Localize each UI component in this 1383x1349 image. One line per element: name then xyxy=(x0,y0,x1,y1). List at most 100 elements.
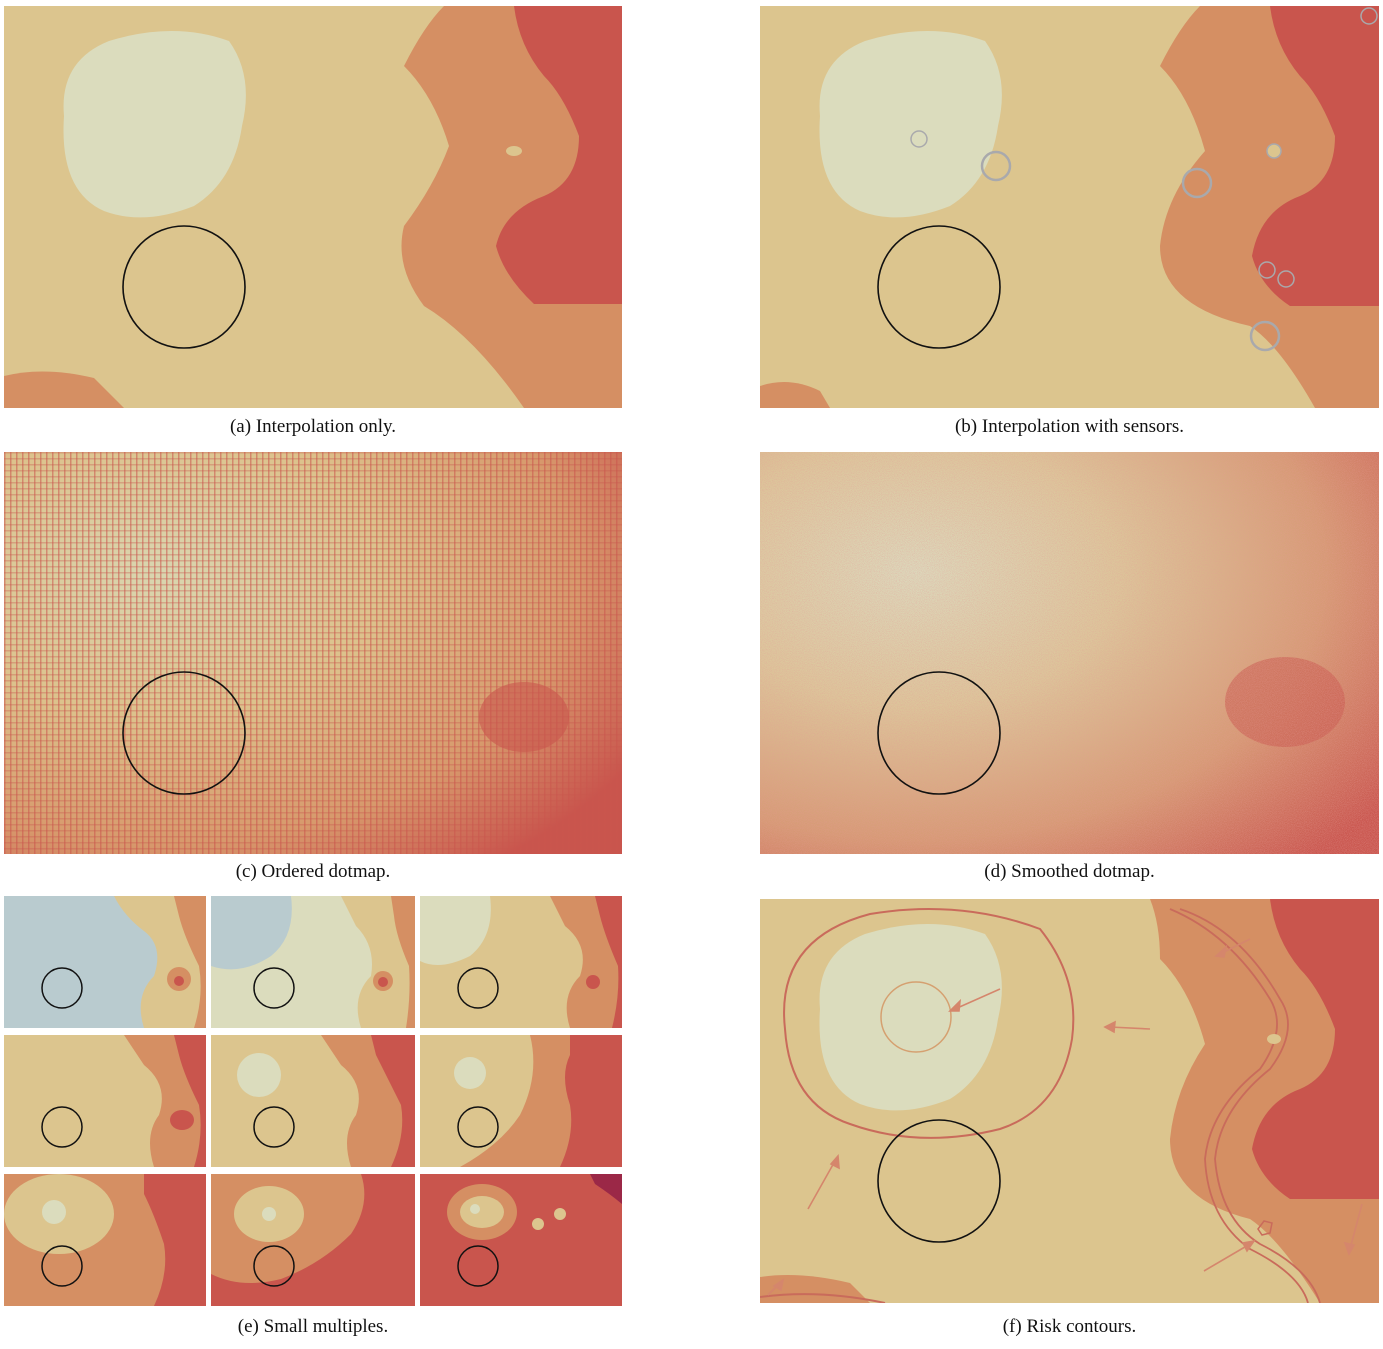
arrow xyxy=(1203,1243,1251,1272)
arrow-head xyxy=(1241,1239,1256,1253)
risk-contour-map xyxy=(760,899,1379,1303)
caption-e-label: (e) xyxy=(237,1316,259,1337)
caption-b-text: Interpolation with sensors. xyxy=(981,416,1184,437)
panel-d-smoothed-dotmap xyxy=(760,452,1379,854)
caption-d-text: Smoothed dotmap. xyxy=(1011,861,1155,882)
caption-e: (e) Small multiples. xyxy=(4,1316,622,1338)
risk-band-high xyxy=(1252,899,1379,1199)
panel-f-risk-contours xyxy=(760,899,1379,1303)
risk-contour-outer xyxy=(783,908,1075,1139)
ordered-dotmap xyxy=(4,452,622,854)
query-ring xyxy=(253,1106,295,1148)
risk-band-mid-bottom-left xyxy=(760,382,830,408)
risk-spot xyxy=(506,146,522,156)
query-ring xyxy=(41,1245,83,1287)
risk-contour-small xyxy=(1257,1220,1273,1236)
mini-map xyxy=(420,896,622,1028)
small-multiple-1 xyxy=(4,896,206,1028)
small-multiple-9 xyxy=(420,1174,622,1306)
small-multiple-4 xyxy=(4,1035,206,1167)
caption-b-label: (b) xyxy=(954,416,978,437)
query-ring xyxy=(457,1106,499,1148)
mini-map xyxy=(420,1035,622,1167)
risk-band-low xyxy=(819,924,1002,1111)
query-ring xyxy=(41,1106,83,1148)
risk-band-high xyxy=(496,6,622,304)
query-ring xyxy=(122,225,246,349)
dotmap-noise xyxy=(760,452,1379,854)
risk-band-low xyxy=(819,31,1002,218)
risk-contour-inner xyxy=(880,981,952,1053)
risk-band-high xyxy=(1252,6,1379,306)
query-ring xyxy=(877,1119,1001,1243)
sensor-marker xyxy=(1360,7,1378,25)
query-ring xyxy=(457,967,499,1009)
panel-b-interpolation-sensors-map xyxy=(760,6,1379,408)
caption-c-label: (c) xyxy=(235,861,257,882)
small-multiple-6 xyxy=(420,1035,622,1167)
risk-contour-river xyxy=(1179,908,1321,1303)
mini-map xyxy=(420,1174,622,1306)
dotmap-grid xyxy=(4,452,622,854)
arrow-head xyxy=(948,998,962,1012)
query-ring xyxy=(253,1245,295,1287)
query-ring xyxy=(457,1245,499,1287)
mini-map xyxy=(4,1035,206,1167)
small-multiple-7 xyxy=(4,1174,206,1306)
caption-f-text: Risk contours. xyxy=(1026,1316,1137,1337)
mini-map xyxy=(211,896,415,1028)
small-multiple-2 xyxy=(211,896,415,1028)
caption-c-text: Ordered dotmap. xyxy=(261,861,391,882)
query-ring xyxy=(877,225,1001,349)
arrow-head xyxy=(829,1154,840,1170)
caption-e-text: Small multiples. xyxy=(263,1316,389,1337)
query-ring xyxy=(41,967,83,1009)
arrow xyxy=(1109,1026,1151,1030)
caption-d-label: (d) xyxy=(984,861,1007,882)
sensor-marker xyxy=(1266,143,1282,159)
sensor-marker xyxy=(1249,320,1281,352)
risk-band-mid xyxy=(1150,899,1379,1303)
arrow-head xyxy=(1103,1020,1116,1034)
interpolation-map-a xyxy=(4,6,622,408)
panel-c-ordered-dotmap xyxy=(4,452,622,854)
arrow xyxy=(954,988,1001,1010)
interpolation-map-b xyxy=(760,6,1379,408)
sensor-marker xyxy=(980,150,1012,182)
sensor-marker xyxy=(1181,167,1213,199)
caption-f: (f) Risk contours. xyxy=(760,1316,1379,1338)
caption-a-text: Interpolation only. xyxy=(255,416,397,437)
small-multiple-8 xyxy=(211,1174,415,1306)
risk-band-mid-bottom-left xyxy=(4,371,124,408)
arrow-head xyxy=(772,1278,785,1292)
risk-spot xyxy=(1267,1034,1281,1044)
sensor-marker xyxy=(910,130,928,148)
small-multiple-3 xyxy=(420,896,622,1028)
risk-band-low xyxy=(63,31,246,218)
risk-contour-bottom xyxy=(760,1293,886,1303)
caption-c: (c) Ordered dotmap. xyxy=(4,861,622,883)
query-ring xyxy=(253,967,295,1009)
caption-a: (a) Interpolation only. xyxy=(4,416,622,438)
query-ring xyxy=(122,671,246,795)
risk-contour-river-inner xyxy=(1169,908,1309,1303)
panel-e-small-multiples xyxy=(4,896,622,1306)
contour-arrows xyxy=(767,938,1363,1296)
mini-map xyxy=(4,896,206,1028)
arrow xyxy=(1349,1203,1363,1250)
arrow-head xyxy=(1214,944,1228,958)
query-ring xyxy=(877,671,1001,795)
sensor-marker xyxy=(1277,270,1295,288)
mini-map xyxy=(211,1035,415,1167)
caption-a-label: (a) xyxy=(229,416,252,437)
small-multiple-5 xyxy=(211,1035,415,1167)
panel-a-interpolation-map xyxy=(4,6,622,408)
caption-b: (b) Interpolation with sensors. xyxy=(760,416,1379,438)
arrow xyxy=(807,1160,836,1210)
sensor-marker xyxy=(1258,261,1276,279)
arrow-head xyxy=(1343,1241,1356,1256)
mini-map xyxy=(211,1174,415,1306)
mini-map xyxy=(4,1174,206,1306)
caption-d: (d) Smoothed dotmap. xyxy=(760,861,1379,883)
caption-f-label: (f) xyxy=(1002,1316,1022,1337)
